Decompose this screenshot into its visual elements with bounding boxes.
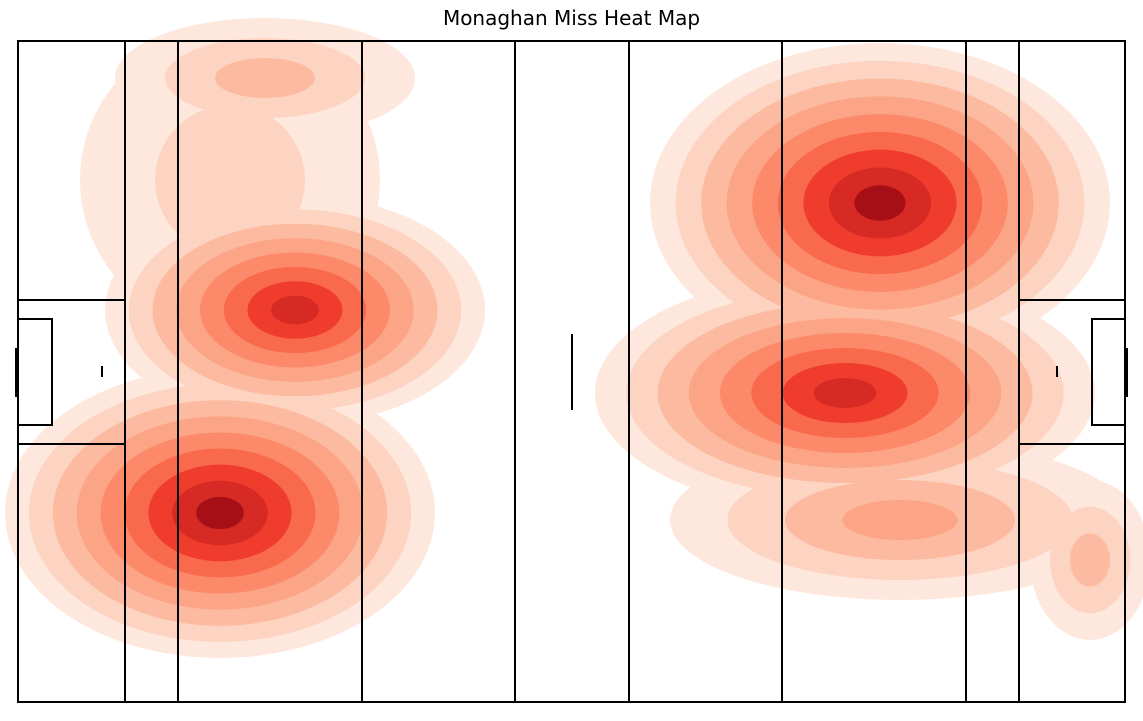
density-contour-1-level-8 xyxy=(196,496,244,530)
pitch-lines xyxy=(15,40,1128,703)
pitch-boundary xyxy=(17,40,1126,703)
left-small-rectangle xyxy=(18,318,53,426)
left-penalty-area xyxy=(18,299,126,445)
density-contour-3-level-7 xyxy=(271,295,319,325)
density-contour-4-level-2 xyxy=(215,58,315,98)
right-penalty-area xyxy=(1018,299,1125,445)
density-contour-5-level-3 xyxy=(842,500,958,540)
density-layer xyxy=(5,18,1143,658)
right-small-rectangle xyxy=(1091,318,1125,426)
density-contour-0-level-8 xyxy=(854,185,906,221)
density-contour-2-level-7 xyxy=(813,378,877,408)
density-contour-7-level-1 xyxy=(155,105,305,255)
chart-title: Monaghan Miss Heat Map xyxy=(442,6,701,30)
density-contour-6-level-2 xyxy=(1070,533,1110,587)
